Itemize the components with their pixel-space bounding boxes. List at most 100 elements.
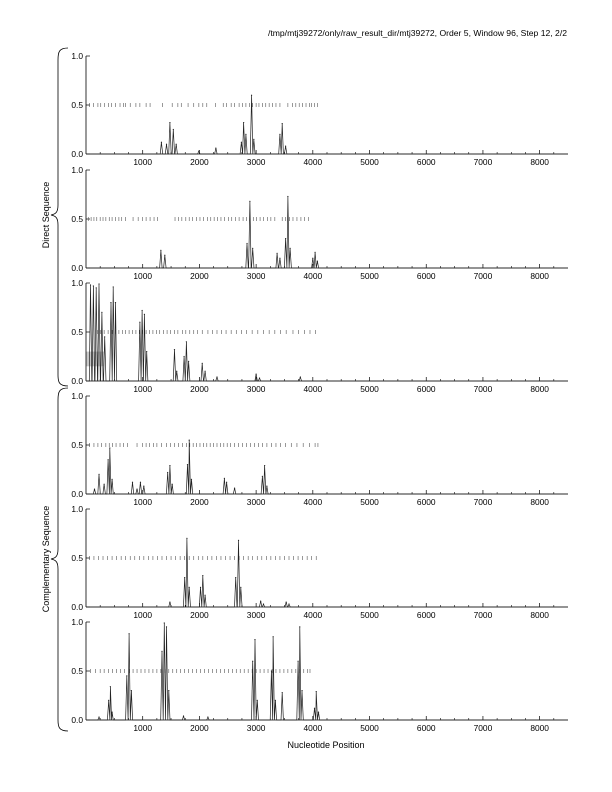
- peak-point: [93, 488, 96, 490]
- signal-series: [86, 538, 568, 608]
- x-tick-label: 2000: [190, 384, 209, 394]
- chart-panel-4: 0.0 0.5 1.0 1000 2000 3000 4000 5000 6000 7000 800…: [71, 391, 568, 507]
- peak-point: [223, 477, 225, 479]
- peak-point: [245, 133, 247, 135]
- peak-point: [141, 309, 143, 312]
- peak-point: [262, 603, 265, 605]
- peak-point: [250, 94, 253, 96]
- peak-point: [110, 302, 112, 304]
- x-tick-label: 5000: [360, 723, 379, 733]
- peak-point: [109, 447, 111, 449]
- peak-point: [260, 600, 262, 602]
- peak-point: [279, 133, 281, 135]
- peak-point: [143, 313, 146, 315]
- peak-point: [188, 586, 190, 589]
- x-tick-label: 5000: [360, 610, 379, 620]
- peak-point: [161, 650, 163, 653]
- x-tick-label: 7000: [474, 610, 493, 620]
- y-tick-label: 0.0: [71, 263, 83, 273]
- y-tick-label: 0.0: [71, 489, 83, 499]
- x-tick-label: 6000: [417, 723, 436, 733]
- peak-point: [255, 373, 257, 375]
- peak-point: [207, 716, 209, 718]
- x-tick-label: 3000: [247, 271, 266, 281]
- peak-point: [108, 699, 110, 702]
- x-tick-label: 4000: [304, 271, 323, 281]
- peak-point: [190, 478, 193, 480]
- peak-point: [171, 483, 173, 485]
- x-tick-label: 2000: [190, 271, 209, 281]
- peak-point: [165, 143, 168, 145]
- peak-point: [270, 670, 273, 672]
- x-tick-label: 1000: [133, 384, 152, 394]
- peak-point: [254, 639, 256, 641]
- y-tick-label: 0.0: [71, 149, 83, 159]
- y-tick-label: 0.5: [71, 553, 83, 563]
- x-tick-label: 3000: [247, 384, 266, 394]
- x-tick-label: 6000: [417, 497, 436, 507]
- peak-point: [173, 349, 176, 351]
- peak-point: [315, 690, 317, 693]
- y-tick-label: 0.0: [71, 715, 83, 725]
- peak-point: [168, 690, 170, 692]
- peak-point: [130, 690, 132, 692]
- peak-point: [312, 257, 314, 259]
- chart-panel-1: 0.0 0.5 1.0 1000 2000 3000 4000 5000 6000 7000 800…: [71, 51, 568, 167]
- x-tick-label: 4000: [304, 384, 323, 394]
- peak-point: [215, 147, 217, 149]
- y-tick-label: 1.0: [71, 51, 83, 61]
- peak-point: [243, 122, 245, 124]
- peak-point: [111, 711, 113, 713]
- peak-point: [188, 360, 190, 362]
- x-tick-label: 4000: [304, 497, 323, 507]
- peak-point: [186, 537, 188, 540]
- peak-point: [285, 145, 287, 147]
- x-tick-label: 3000: [247, 610, 266, 620]
- x-tick-label: 5000: [360, 271, 379, 281]
- peak-point: [107, 459, 109, 461]
- peak-point: [301, 690, 303, 692]
- peak-point: [169, 464, 171, 467]
- y-tick-label: 1.0: [71, 165, 83, 175]
- peak-point: [98, 473, 100, 475]
- peak-point: [249, 200, 251, 202]
- x-tick-label: 2000: [190, 723, 209, 733]
- x-tick-label: 1000: [133, 157, 152, 167]
- y-tick-label: 1.0: [71, 391, 83, 401]
- peak-point: [131, 481, 134, 483]
- y-tick-label: 0.5: [71, 666, 83, 676]
- peak-point: [204, 594, 206, 596]
- peak-point: [272, 636, 274, 638]
- x-tick-label: 1000: [133, 497, 152, 507]
- peak-point: [183, 355, 185, 358]
- peak-point: [186, 464, 189, 466]
- peak-point: [103, 483, 105, 485]
- peak-point: [233, 487, 236, 489]
- peak-point: [240, 141, 242, 143]
- peak-point: [285, 238, 287, 240]
- peak-point: [316, 260, 318, 262]
- x-tick-label: 8000: [530, 610, 549, 620]
- peak-point: [163, 622, 165, 624]
- peak-point: [276, 252, 278, 254]
- chart-panel-3: 0.0 0.5 1.0 1000 2000 3000 4000 5000 6000 7000 800…: [71, 278, 568, 394]
- peak-point: [172, 128, 174, 131]
- peak-point: [128, 633, 130, 635]
- peak-point: [253, 138, 255, 140]
- peak-point: [182, 715, 185, 717]
- x-tick-label: 2000: [190, 610, 209, 620]
- peak-point: [169, 601, 171, 603]
- x-tick-label: 6000: [417, 610, 436, 620]
- x-tick-label: 6000: [417, 271, 436, 281]
- peak-point: [188, 439, 190, 441]
- y-tick-label: 1.0: [71, 617, 83, 627]
- peak-point: [237, 539, 240, 541]
- chart-panel-5: 0.0 0.5 1.0 1000 2000 3000 4000 5000 6000 7000 800…: [71, 504, 568, 620]
- peak-point: [104, 336, 106, 338]
- x-tick-label: 1000: [133, 271, 152, 281]
- peak-point: [198, 150, 200, 152]
- y-tick-label: 0.5: [71, 100, 83, 110]
- peak-point: [258, 377, 261, 379]
- x-tick-label: 7000: [474, 271, 493, 281]
- x-tick-label: 4000: [304, 723, 323, 733]
